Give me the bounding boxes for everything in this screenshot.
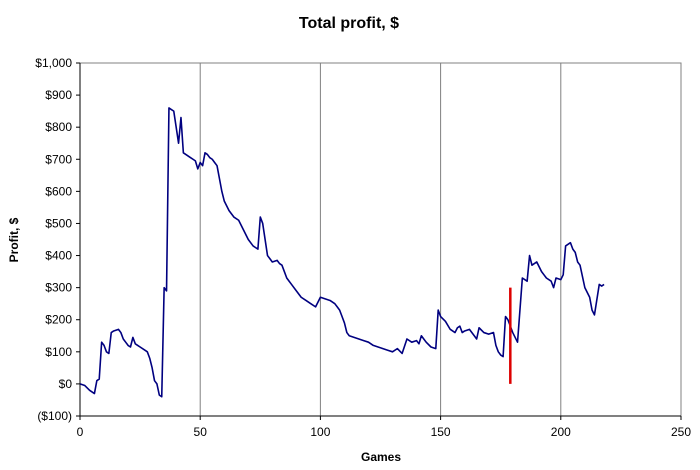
profit-line [79,107,605,398]
x-axis-title: Games [361,450,401,464]
x-tick-label: 50 [194,425,208,439]
y-tick-label: $800 [45,120,72,134]
y-tick-label: $700 [45,152,72,166]
y-axis-title: Profit, $ [7,217,21,262]
plot-area-frame [79,62,682,417]
y-tick-label: $1,000 [35,56,72,70]
grid-lines [199,63,562,416]
y-tick-label: $300 [45,281,72,295]
axes [76,62,682,420]
y-tick-labels: ($100) $0 $100 $200 $300 $400 $500 $600 $700 $800… [35,56,72,423]
y-tick-label: $900 [45,88,72,102]
x-tick-label: 100 [310,425,330,439]
y-tick-label: $200 [45,313,72,327]
chart-title: Total profit, $ [299,15,399,32]
series-layer [79,107,605,398]
x-tick-label: 0 [77,425,84,439]
y-tick-label: $600 [45,184,72,198]
y-tick-label: $400 [45,249,72,263]
y-tick-label: $100 [45,345,72,359]
x-tick-label: 200 [551,425,571,439]
y-tick-label: $0 [59,377,73,391]
y-tick-label: $500 [45,216,72,230]
x-tick-label: 150 [431,425,451,439]
x-tick-labels: 0 50 100 150 200 250 [77,425,692,439]
x-tick-label: 250 [671,425,691,439]
y-tick-label: ($100) [37,409,72,423]
